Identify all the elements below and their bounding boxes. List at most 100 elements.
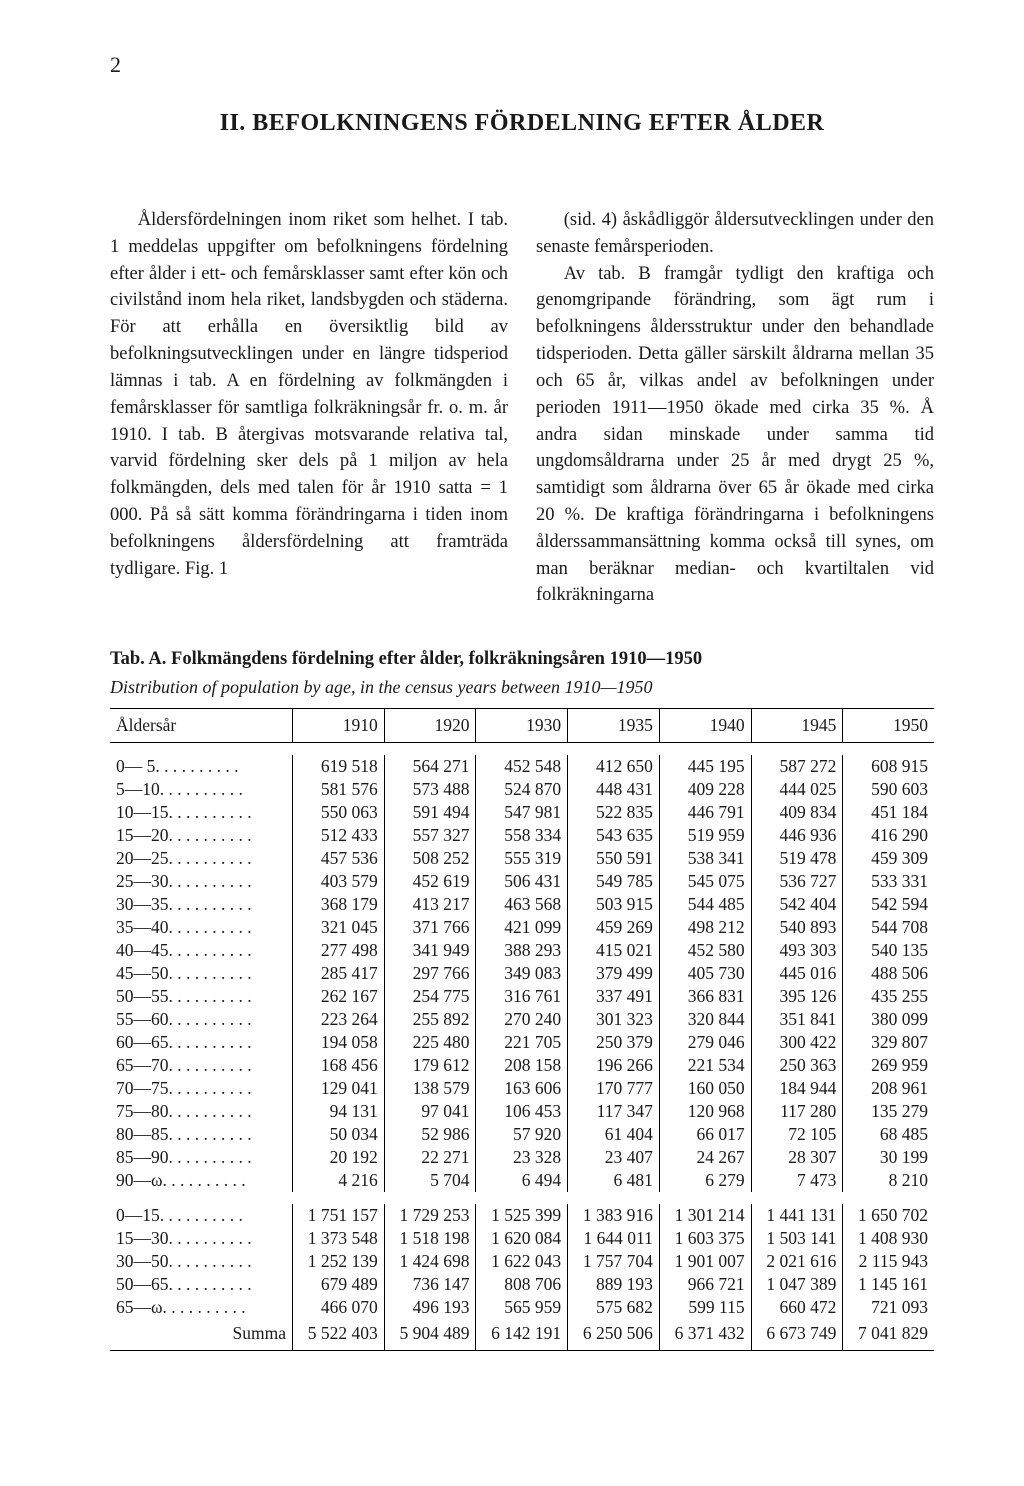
table-cell: 321 045 (293, 916, 385, 939)
table-cell: 538 341 (659, 847, 751, 870)
table-cell: 68 485 (843, 1123, 934, 1146)
table-cell: 421 099 (476, 916, 568, 939)
table-header: 1930 (476, 709, 568, 743)
table-cell: 508 252 (384, 847, 476, 870)
age-label: 0—15 (110, 1204, 293, 1227)
table-title: Tab. A. Folkmängdens fördelning efter ål… (110, 647, 934, 673)
table-cell: 380 099 (843, 1008, 934, 1031)
table-cell: 679 489 (293, 1273, 385, 1296)
table-cell: 221 534 (659, 1054, 751, 1077)
age-label: 10—15 (110, 801, 293, 824)
table-row: 0—151 751 1571 729 2531 525 3991 383 916… (110, 1204, 934, 1227)
table-header: 1945 (751, 709, 843, 743)
table-cell: 503 915 (568, 893, 660, 916)
table-cell: 22 271 (384, 1146, 476, 1169)
sum-cell: 6 371 432 (659, 1319, 751, 1351)
right-column: (sid. 4) åskådliggör åldersutvecklingen … (536, 207, 934, 609)
table-cell: 50 034 (293, 1123, 385, 1146)
table-cell: 6 279 (659, 1169, 751, 1192)
table-cell: 1 424 698 (384, 1250, 476, 1273)
table-cell: 540 893 (751, 916, 843, 939)
table-cell: 1 620 084 (476, 1227, 568, 1250)
table-cell: 549 785 (568, 870, 660, 893)
table-cell: 591 494 (384, 801, 476, 824)
table-cell: 1 650 702 (843, 1204, 934, 1227)
age-label: 35—40 (110, 916, 293, 939)
table-row: 65—ω466 070496 193565 959575 682599 1156… (110, 1296, 934, 1319)
table-cell: 2 021 616 (751, 1250, 843, 1273)
table-cell: 135 279 (843, 1100, 934, 1123)
age-label: 65—ω (110, 1296, 293, 1319)
table-row: 35—40321 045371 766421 099459 269498 212… (110, 916, 934, 939)
table-cell: 66 017 (659, 1123, 751, 1146)
table-cell: 316 761 (476, 985, 568, 1008)
table-cell: 405 730 (659, 962, 751, 985)
table-cell: 120 968 (659, 1100, 751, 1123)
table-cell: 250 363 (751, 1054, 843, 1077)
age-label: 75—80 (110, 1100, 293, 1123)
age-label: 15—30 (110, 1227, 293, 1250)
table-cell: 966 721 (659, 1273, 751, 1296)
age-label: 15—20 (110, 824, 293, 847)
table-cell: 488 506 (843, 962, 934, 985)
table-cell: 536 727 (751, 870, 843, 893)
table-cell: 277 498 (293, 939, 385, 962)
table-cell: 351 841 (751, 1008, 843, 1031)
table-row: 90—ω4 2165 7046 4946 4816 2797 4738 210 (110, 1169, 934, 1192)
table-cell: 269 959 (843, 1054, 934, 1077)
table-cell: 459 269 (568, 916, 660, 939)
table-cell: 1 757 704 (568, 1250, 660, 1273)
table-cell: 540 135 (843, 939, 934, 962)
table-cell: 573 488 (384, 778, 476, 801)
table-header: 1950 (843, 709, 934, 743)
table-cell: 371 766 (384, 916, 476, 939)
table-cell: 1 901 007 (659, 1250, 751, 1273)
table-cell: 444 025 (751, 778, 843, 801)
age-label: 65—70 (110, 1054, 293, 1077)
age-label: 30—35 (110, 893, 293, 916)
table-cell: 24 267 (659, 1146, 751, 1169)
table-cell: 170 777 (568, 1077, 660, 1100)
table-cell: 415 021 (568, 939, 660, 962)
paragraph-left: Åldersfördelningen inom riket som helhet… (110, 207, 508, 582)
left-column: Åldersfördelningen inom riket som helhet… (110, 207, 508, 609)
table-cell: 388 293 (476, 939, 568, 962)
table-cell: 270 240 (476, 1008, 568, 1031)
page-number: 2 (110, 52, 121, 78)
sum-cell: 6 250 506 (568, 1319, 660, 1351)
age-label: 30—50 (110, 1250, 293, 1273)
table-cell: 1 644 011 (568, 1227, 660, 1250)
table-cell: 808 706 (476, 1273, 568, 1296)
table-cell: 459 309 (843, 847, 934, 870)
table-cell: 587 272 (751, 755, 843, 778)
table-cell: 463 568 (476, 893, 568, 916)
table-cell: 889 193 (568, 1273, 660, 1296)
table-cell: 1 622 043 (476, 1250, 568, 1273)
table-cell: 6 494 (476, 1169, 568, 1192)
age-label: 60—65 (110, 1031, 293, 1054)
table-row: 0— 5619 518564 271452 548412 650445 1955… (110, 755, 934, 778)
table-cell: 379 499 (568, 962, 660, 985)
table-cell: 221 705 (476, 1031, 568, 1054)
table-cell: 542 594 (843, 893, 934, 916)
table-row: 85—9020 19222 27123 32823 40724 26728 30… (110, 1146, 934, 1169)
table-cell: 590 603 (843, 778, 934, 801)
sum-cell: 6 142 191 (476, 1319, 568, 1351)
table-cell: 97 041 (384, 1100, 476, 1123)
table-cell: 721 093 (843, 1296, 934, 1319)
table-cell: 1 441 131 (751, 1204, 843, 1227)
table-cell: 413 217 (384, 893, 476, 916)
table-cell: 30 199 (843, 1146, 934, 1169)
table-cell: 557 327 (384, 824, 476, 847)
paragraph-right-2: Av tab. B framgår tydligt den kraftiga o… (536, 261, 934, 610)
table-cell: 279 046 (659, 1031, 751, 1054)
table-cell: 457 536 (293, 847, 385, 870)
table-cell: 446 791 (659, 801, 751, 824)
table-cell: 544 485 (659, 893, 751, 916)
table-cell: 184 944 (751, 1077, 843, 1100)
table-cell: 448 431 (568, 778, 660, 801)
table-cell: 619 518 (293, 755, 385, 778)
age-label: 55—60 (110, 1008, 293, 1031)
table-cell: 1 383 916 (568, 1204, 660, 1227)
table-cell: 524 870 (476, 778, 568, 801)
